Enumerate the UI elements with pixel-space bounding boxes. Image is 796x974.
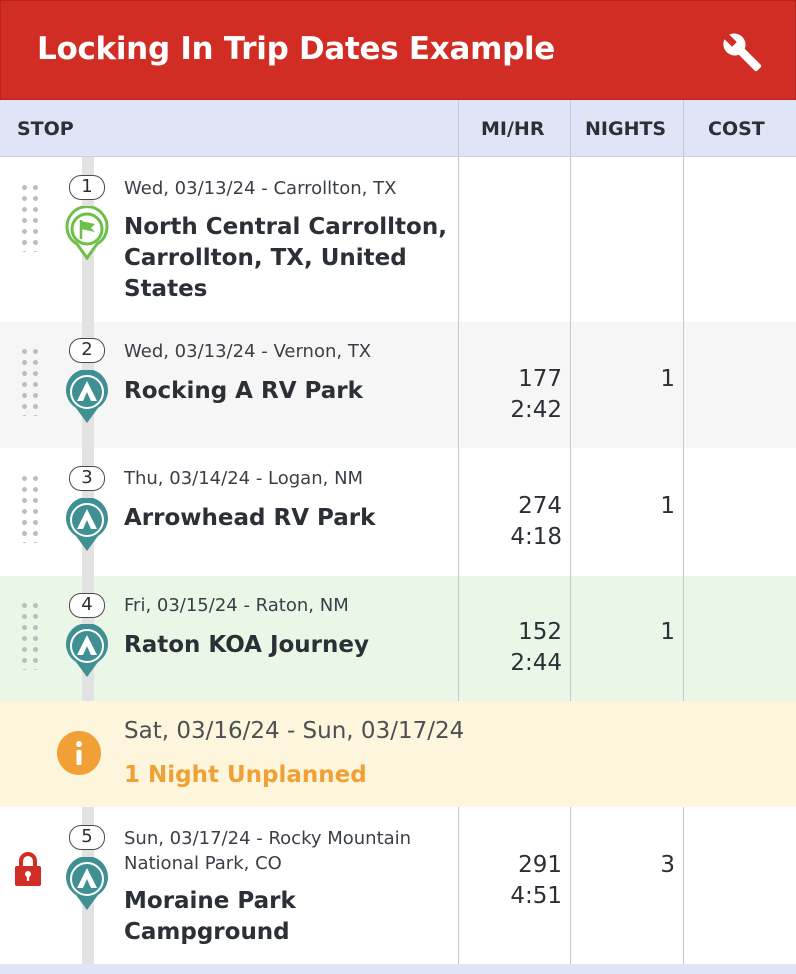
column-header-row: STOP MI/HR NIGHTS COST	[0, 100, 796, 157]
campground-icon	[66, 624, 108, 677]
column-nights[interactable]: NIGHTS	[585, 118, 667, 140]
divider-mi-hr-2	[458, 807, 459, 964]
stop-number-3: 3	[69, 466, 105, 491]
stop-row-5[interactable]	[0, 807, 796, 964]
stop-miles-5: 291	[518, 852, 562, 878]
stop-number-5: 5	[69, 825, 105, 850]
divider-nights-2	[570, 807, 571, 964]
lock-icon[interactable]	[12, 851, 44, 887]
stop-number-2: 2	[69, 338, 105, 363]
stop-name-2[interactable]: Rocking A RV Park	[124, 378, 363, 404]
stop-row-2[interactable]	[0, 322, 796, 448]
divider-nights	[570, 100, 571, 701]
stop-distance-3: 274 4:18	[462, 491, 562, 553]
drag-handle-3[interactable]	[19, 473, 41, 543]
stop-hours-5: 4:51	[510, 883, 562, 909]
campground-icon	[66, 498, 108, 551]
stop-nights-2[interactable]: 1	[660, 366, 675, 392]
stop-number-1: 1	[69, 175, 105, 200]
stop-date-4: Fri, 03/15/24 - Raton, NM	[124, 595, 349, 616]
drag-handle-1[interactable]	[19, 182, 41, 252]
stop-date-3: Thu, 03/14/24 - Logan, NM	[124, 468, 364, 489]
stop-name-1-line-1: North Central Carrollton,	[124, 214, 447, 240]
stop-nights-4[interactable]: 1	[660, 619, 675, 645]
stop-date-5-line-1: Sun, 03/17/24 - Rocky Mountain	[124, 828, 412, 849]
stop-distance-2: 177 2:42	[462, 364, 562, 426]
stop-row-1[interactable]	[0, 157, 796, 322]
stop-miles-2: 177	[518, 366, 562, 392]
column-cost[interactable]: COST	[708, 118, 765, 140]
stop-nights-3[interactable]: 1	[660, 493, 675, 519]
route-timeline	[82, 157, 94, 701]
stop-name-1-line-3: States	[124, 276, 208, 302]
stop-name-4[interactable]: Raton KOA Journey	[124, 632, 369, 658]
app-header: Locking In Trip Dates Example	[0, 0, 796, 100]
info-icon	[57, 731, 101, 775]
divider-cost	[683, 100, 684, 701]
stop-number-4: 4	[69, 593, 105, 618]
stop-miles-4: 152	[518, 619, 562, 645]
stop-row-3[interactable]	[0, 448, 796, 576]
unplanned-row	[0, 701, 796, 807]
trip-title: Locking In Trip Dates Example	[37, 31, 556, 67]
unplanned-dates: Sat, 03/16/24 - Sun, 03/17/24	[124, 718, 465, 744]
stop-row-4[interactable]	[0, 576, 796, 701]
stop-name-5-line-1: Moraine Park	[124, 888, 296, 914]
stop-date-1: Wed, 03/13/24 - Carrollton, TX	[124, 178, 397, 199]
stop-distance-4: 152 2:44	[462, 617, 562, 679]
start-flag-icon	[65, 206, 109, 260]
list-footer	[0, 964, 796, 974]
stop-date-5: Sun, 03/17/24 - Rocky Mountain National …	[124, 826, 411, 876]
divider-cost-2	[683, 807, 684, 964]
stop-hours-4: 2:44	[510, 650, 562, 676]
campground-icon	[66, 370, 108, 423]
column-stop[interactable]: STOP	[17, 118, 74, 140]
drag-handle-4[interactable]	[19, 600, 41, 670]
stop-name-5[interactable]: Moraine Park Campground	[124, 886, 296, 948]
drag-handle-2[interactable]	[19, 346, 41, 416]
stop-name-3[interactable]: Arrowhead RV Park	[124, 505, 376, 531]
campground-icon	[66, 857, 108, 910]
stop-miles-3: 274	[518, 493, 562, 519]
divider-mi-hr	[458, 100, 459, 701]
column-mi-hr[interactable]: MI/HR	[481, 118, 545, 140]
unplanned-label[interactable]: 1 Night Unplanned	[124, 762, 367, 788]
wrench-icon[interactable]	[721, 31, 763, 73]
stop-hours-3: 4:18	[510, 524, 562, 550]
stop-hours-2: 2:42	[510, 397, 562, 423]
stop-date-5-line-2: National Park, CO	[124, 853, 282, 874]
stop-nights-5[interactable]: 3	[660, 852, 675, 878]
stop-distance-5: 291 4:51	[462, 850, 562, 912]
stop-date-2: Wed, 03/13/24 - Vernon, TX	[124, 341, 372, 362]
stop-name-5-line-2: Campground	[124, 919, 290, 945]
stop-name-1[interactable]: North Central Carrollton, Carrollton, TX…	[124, 212, 447, 305]
stop-name-1-line-2: Carrollton, TX, United	[124, 245, 407, 271]
